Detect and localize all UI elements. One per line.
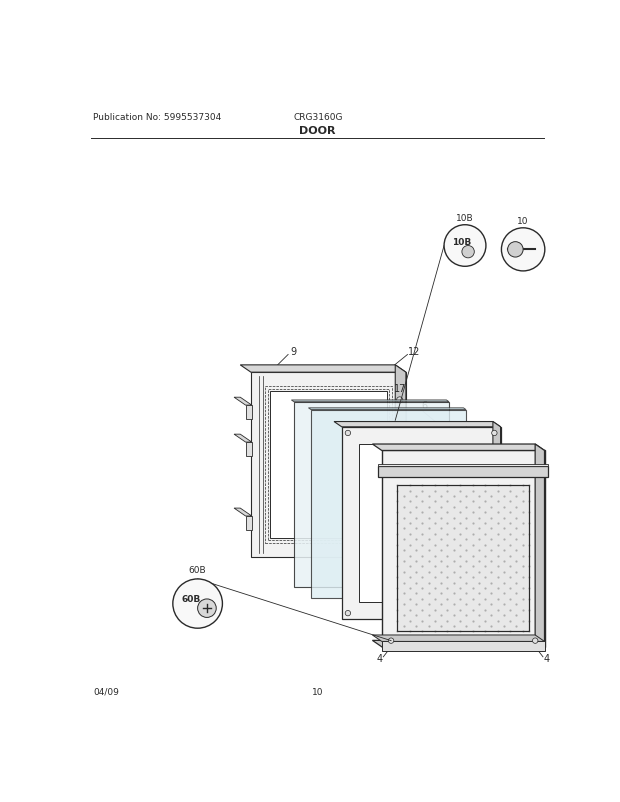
- Text: 10: 10: [517, 217, 529, 225]
- Polygon shape: [359, 444, 484, 602]
- Text: 8: 8: [461, 480, 467, 490]
- Polygon shape: [373, 641, 544, 647]
- Text: ReplacementParts.com: ReplacementParts.com: [253, 422, 383, 432]
- Circle shape: [198, 599, 216, 618]
- Polygon shape: [373, 635, 544, 642]
- Text: 10B: 10B: [452, 238, 472, 247]
- Polygon shape: [378, 464, 549, 466]
- Text: 17: 17: [394, 383, 406, 394]
- Circle shape: [397, 527, 403, 533]
- Text: 60B: 60B: [189, 565, 206, 574]
- Text: 12: 12: [407, 346, 420, 356]
- Polygon shape: [535, 444, 544, 647]
- Circle shape: [508, 242, 523, 257]
- Polygon shape: [246, 516, 252, 530]
- Text: 6: 6: [422, 401, 428, 411]
- Circle shape: [492, 610, 497, 616]
- Text: 10: 10: [312, 687, 324, 696]
- Text: 4: 4: [544, 654, 550, 663]
- Polygon shape: [251, 373, 406, 557]
- Polygon shape: [309, 408, 466, 410]
- Text: 9: 9: [290, 346, 296, 356]
- Circle shape: [533, 638, 538, 643]
- Circle shape: [345, 431, 350, 436]
- Text: CRG3160G: CRG3160G: [293, 113, 342, 122]
- Circle shape: [397, 462, 403, 468]
- Circle shape: [444, 225, 486, 267]
- Polygon shape: [270, 392, 386, 538]
- Circle shape: [492, 431, 497, 436]
- Polygon shape: [234, 435, 252, 443]
- Polygon shape: [493, 422, 500, 619]
- Polygon shape: [241, 366, 406, 373]
- Polygon shape: [396, 366, 406, 557]
- Circle shape: [462, 246, 474, 258]
- Text: 10B: 10B: [456, 213, 474, 222]
- PathPatch shape: [397, 485, 529, 632]
- Circle shape: [173, 579, 223, 629]
- Text: 60B: 60B: [182, 595, 201, 604]
- Text: 39: 39: [354, 426, 366, 436]
- Text: 8: 8: [479, 526, 485, 536]
- Polygon shape: [246, 443, 252, 456]
- Polygon shape: [373, 444, 544, 451]
- Polygon shape: [234, 398, 252, 406]
- Polygon shape: [234, 508, 252, 516]
- Text: Publication No: 5995537304: Publication No: 5995537304: [93, 113, 221, 122]
- Polygon shape: [382, 451, 544, 647]
- Text: 3: 3: [433, 632, 440, 642]
- Polygon shape: [294, 403, 449, 587]
- Circle shape: [397, 397, 403, 403]
- Polygon shape: [334, 422, 500, 427]
- Text: DOOR: DOOR: [299, 125, 336, 136]
- Polygon shape: [246, 406, 252, 419]
- Polygon shape: [342, 427, 500, 619]
- Circle shape: [502, 229, 545, 272]
- Text: 4: 4: [376, 654, 383, 663]
- Text: L24D0014: L24D0014: [434, 619, 492, 630]
- Text: 52: 52: [410, 429, 423, 439]
- Circle shape: [345, 610, 350, 616]
- Polygon shape: [291, 400, 449, 403]
- Polygon shape: [382, 642, 544, 651]
- Polygon shape: [378, 466, 549, 478]
- Circle shape: [388, 638, 394, 643]
- Polygon shape: [311, 410, 466, 598]
- Text: 04/09: 04/09: [93, 687, 119, 696]
